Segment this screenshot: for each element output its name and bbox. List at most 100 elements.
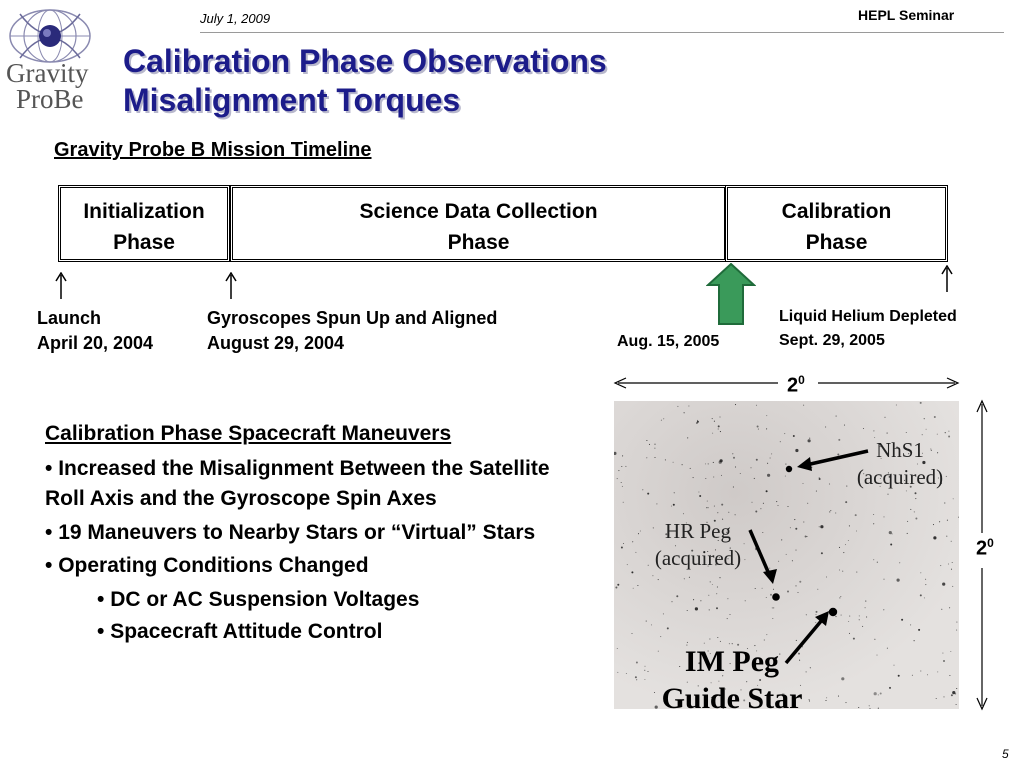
background-star bbox=[958, 516, 959, 518]
background-star bbox=[716, 593, 718, 595]
science-data-collection-phase-box: Science Data Collection Phase bbox=[230, 185, 727, 262]
background-star bbox=[873, 692, 877, 696]
spin-up-arrow-icon bbox=[225, 272, 237, 299]
background-star bbox=[889, 686, 891, 689]
background-star bbox=[756, 650, 758, 652]
background-star bbox=[848, 525, 850, 527]
background-star bbox=[887, 493, 889, 495]
background-star bbox=[713, 505, 715, 507]
event-date: August 29, 2004 bbox=[207, 333, 345, 353]
background-star bbox=[766, 634, 768, 636]
background-star bbox=[719, 459, 723, 463]
phase-label-line2: Phase bbox=[805, 231, 868, 254]
page-number: 5 bbox=[1002, 747, 1009, 761]
background-star bbox=[920, 572, 922, 574]
background-star bbox=[645, 620, 647, 622]
phase-label-line2: Phase bbox=[113, 231, 175, 254]
background-star bbox=[729, 613, 731, 616]
background-star bbox=[646, 457, 648, 459]
background-star bbox=[942, 652, 944, 654]
background-star bbox=[777, 504, 779, 507]
background-star bbox=[921, 452, 924, 454]
background-star bbox=[776, 501, 778, 503]
background-star bbox=[708, 594, 710, 596]
background-star bbox=[695, 422, 698, 424]
background-star bbox=[888, 531, 892, 535]
background-star bbox=[699, 495, 702, 497]
background-star bbox=[652, 575, 654, 577]
background-star bbox=[922, 460, 926, 465]
background-star bbox=[873, 430, 875, 432]
background-star bbox=[762, 502, 764, 504]
background-star bbox=[925, 428, 927, 430]
background-star bbox=[771, 607, 773, 609]
background-star bbox=[781, 693, 783, 695]
background-star bbox=[926, 674, 929, 676]
background-star bbox=[706, 507, 708, 509]
title-line-2: Misalignment Torques bbox=[123, 82, 461, 118]
background-star bbox=[820, 552, 823, 555]
background-star bbox=[820, 525, 824, 529]
background-star bbox=[895, 404, 897, 406]
background-star bbox=[848, 632, 851, 634]
background-star bbox=[936, 433, 938, 435]
background-star bbox=[653, 691, 656, 694]
background-star bbox=[949, 674, 951, 677]
background-star bbox=[907, 520, 909, 522]
background-star bbox=[787, 505, 789, 508]
background-star bbox=[803, 404, 805, 406]
background-star bbox=[757, 428, 759, 430]
background-star bbox=[764, 673, 766, 676]
logo-word-probe: ProBe bbox=[16, 84, 84, 114]
background-star bbox=[952, 691, 956, 695]
background-star bbox=[759, 679, 762, 681]
background-star bbox=[905, 490, 907, 492]
background-star bbox=[732, 486, 734, 488]
background-star bbox=[784, 475, 786, 477]
background-star bbox=[677, 405, 679, 407]
background-star bbox=[727, 598, 729, 600]
background-star bbox=[799, 684, 802, 686]
background-star bbox=[728, 511, 730, 513]
background-star bbox=[952, 498, 954, 500]
background-star bbox=[692, 477, 694, 479]
background-star bbox=[635, 551, 637, 553]
background-star bbox=[717, 539, 719, 542]
star-name: IM Peg bbox=[684, 645, 780, 678]
background-star bbox=[719, 431, 721, 433]
background-star bbox=[916, 463, 919, 465]
background-star bbox=[635, 661, 638, 664]
background-star bbox=[652, 527, 654, 529]
background-star bbox=[716, 586, 718, 588]
background-star bbox=[707, 650, 709, 652]
background-star bbox=[908, 453, 910, 455]
background-star bbox=[925, 578, 927, 580]
background-star bbox=[862, 625, 864, 627]
background-star bbox=[805, 614, 807, 616]
background-star bbox=[686, 641, 688, 643]
background-star bbox=[923, 418, 925, 420]
background-star bbox=[754, 587, 756, 590]
background-star bbox=[825, 426, 827, 428]
star-status: (acquired) bbox=[856, 465, 944, 489]
phase-label-line2: Phase bbox=[447, 231, 510, 254]
background-star bbox=[950, 540, 952, 542]
background-star bbox=[952, 585, 954, 587]
background-star bbox=[913, 640, 915, 642]
background-star bbox=[665, 533, 668, 536]
background-star bbox=[930, 449, 932, 451]
maneuver-bullet-1: • Increased the Misalignment Between the… bbox=[45, 454, 565, 515]
background-star bbox=[689, 653, 691, 655]
background-star bbox=[760, 508, 762, 510]
background-star bbox=[807, 439, 811, 443]
background-star bbox=[671, 601, 673, 603]
background-star bbox=[682, 699, 684, 701]
logo-word-gravity: Gravity bbox=[6, 58, 89, 88]
background-star bbox=[632, 541, 634, 543]
background-star bbox=[956, 687, 958, 690]
background-star bbox=[784, 433, 786, 435]
background-star bbox=[945, 475, 947, 477]
background-star bbox=[686, 644, 688, 646]
background-star bbox=[714, 549, 717, 551]
background-star bbox=[956, 629, 958, 631]
